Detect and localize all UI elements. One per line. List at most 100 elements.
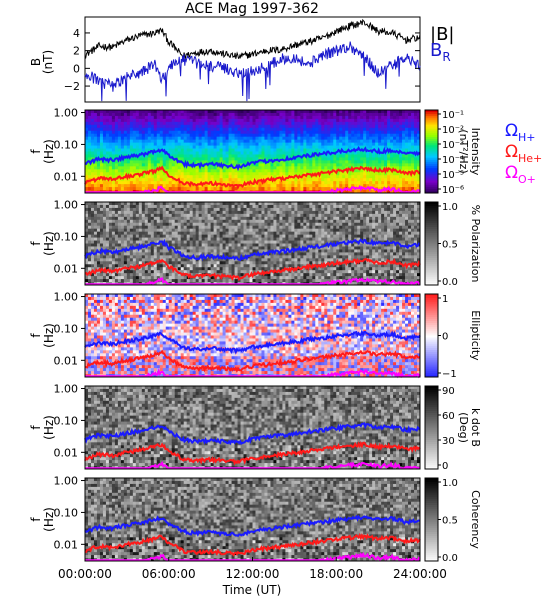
heatmap-cell xyxy=(264,228,268,233)
heatmap-cell xyxy=(234,121,238,126)
heatmap-cell xyxy=(174,112,179,117)
heatmap-cell xyxy=(123,279,128,283)
heatmap-cell xyxy=(255,261,259,265)
b-field-y-tick-label: −2 xyxy=(64,80,80,93)
heatmap-cell xyxy=(102,139,107,143)
colorbar-segment xyxy=(425,157,438,161)
heatmap-cell xyxy=(243,110,247,114)
heatmap-cell xyxy=(120,210,125,215)
heatmap-cell xyxy=(177,210,182,215)
heatmap-cell xyxy=(204,115,209,120)
heatmap-cell xyxy=(183,270,188,274)
heatmap-cell xyxy=(291,145,295,149)
heatmap-cell xyxy=(198,160,203,164)
heatmap-cell xyxy=(354,190,358,194)
heatmap-cell xyxy=(195,231,200,235)
heatmap-cell xyxy=(261,145,265,149)
heatmap-cell xyxy=(363,121,367,126)
heatmap-cell xyxy=(132,276,137,280)
heatmap-cell xyxy=(105,231,110,235)
heatmap-cell xyxy=(171,160,176,164)
heatmap-cell xyxy=(90,261,95,265)
heatmap-cell xyxy=(351,187,355,191)
heatmap-cell xyxy=(357,172,361,176)
heatmap-cell xyxy=(312,178,316,182)
heatmap-cell xyxy=(168,130,173,135)
heatmap-cell xyxy=(354,110,358,114)
heatmap-cell xyxy=(96,219,101,224)
heatmap-cell xyxy=(123,202,128,206)
heatmap-cell xyxy=(123,204,128,209)
heatmap-cell xyxy=(168,237,173,241)
heatmap-cell xyxy=(273,148,277,152)
heatmap-cell xyxy=(126,258,131,262)
heatmap-cell xyxy=(399,127,403,132)
heatmap-cell xyxy=(207,204,212,209)
heatmap-cell xyxy=(210,124,215,129)
heatmap-cell xyxy=(243,237,247,241)
heatmap-cell xyxy=(102,181,107,185)
heatmap-cell xyxy=(324,172,328,176)
heatmap-cell xyxy=(138,139,143,143)
heatmap-cell xyxy=(297,163,301,167)
heatmap-cell xyxy=(93,258,98,262)
colorbar-segment xyxy=(425,170,438,173)
heatmap-cell xyxy=(282,110,286,114)
heatmap-cell xyxy=(135,110,140,114)
heatmap-cell xyxy=(114,172,119,176)
heatmap-cell xyxy=(162,124,167,129)
heatmap-cell xyxy=(408,136,412,141)
heatmap-cell xyxy=(213,133,218,138)
heatmap-cell xyxy=(252,133,256,138)
heatmap-cell xyxy=(327,166,331,170)
heatmap-cell xyxy=(225,172,229,176)
heatmap-cell xyxy=(108,133,113,138)
heatmap-cell xyxy=(105,228,110,233)
heatmap-cell xyxy=(138,225,143,230)
heatmap-cell xyxy=(105,184,110,188)
heatmap-cell xyxy=(243,160,247,164)
heatmap-cell xyxy=(381,133,385,138)
heatmap-cell xyxy=(306,121,310,126)
heatmap-cell xyxy=(105,151,110,155)
heatmap-cell xyxy=(408,175,412,179)
heatmap-cell xyxy=(216,202,220,206)
heatmap-cell xyxy=(231,136,235,141)
heatmap-cell xyxy=(291,127,295,132)
heatmap-cell xyxy=(312,142,316,146)
heatmap-cell xyxy=(258,234,262,238)
heatmap-cell xyxy=(270,207,274,212)
heatmap-cell xyxy=(273,115,277,120)
heatmap-cell xyxy=(168,222,173,227)
heatmap-cell xyxy=(252,121,256,126)
heatmap-cell xyxy=(135,261,140,265)
heatmap-cell xyxy=(201,145,206,149)
heatmap-cell xyxy=(372,118,376,123)
colorbar-segment xyxy=(425,151,438,155)
heatmap-cell xyxy=(339,154,343,158)
heatmap-cell xyxy=(234,264,238,268)
heatmap-cell xyxy=(177,279,182,283)
heatmap-cell xyxy=(399,172,403,176)
heatmap-cell xyxy=(132,142,137,146)
heatmap-cell xyxy=(309,121,313,126)
heatmap-cell xyxy=(255,127,259,132)
heatmap-cell xyxy=(129,237,134,241)
heatmap-cell xyxy=(276,115,280,120)
heatmap-cell xyxy=(288,112,292,117)
heatmap-cell xyxy=(105,261,110,265)
heatmap-cell xyxy=(279,163,283,167)
heatmap-cell xyxy=(87,121,92,126)
heatmap-cell xyxy=(222,240,226,244)
heatmap-cell xyxy=(261,142,265,146)
heatmap-cell xyxy=(99,252,104,256)
heatmap-cell xyxy=(417,184,421,188)
heatmap-cell xyxy=(93,249,98,253)
heatmap-cell xyxy=(336,127,340,132)
heatmap-cell xyxy=(312,136,316,141)
heatmap-cell xyxy=(192,258,197,262)
heatmap-cell xyxy=(336,181,340,185)
heatmap-cell xyxy=(246,187,250,191)
heatmap-cell xyxy=(123,184,128,188)
heatmap-cell xyxy=(225,133,229,138)
